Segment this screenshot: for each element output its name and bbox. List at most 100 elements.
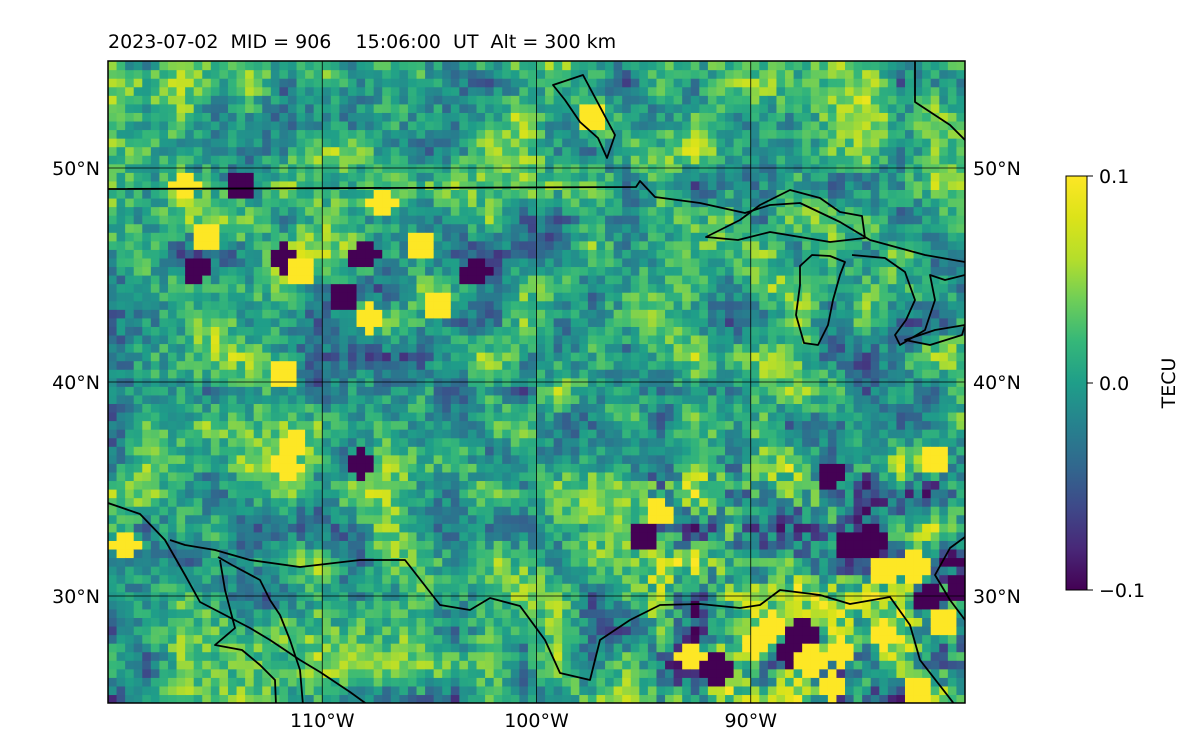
tec-cell bbox=[245, 557, 255, 567]
tec-cell bbox=[108, 694, 118, 703]
tec-cell bbox=[587, 292, 598, 302]
tec-cell bbox=[630, 317, 640, 327]
tec-cell bbox=[330, 172, 340, 182]
tec-cell bbox=[133, 189, 143, 199]
tec-cell bbox=[416, 155, 426, 165]
tec-cell bbox=[347, 454, 358, 464]
tec-cell bbox=[596, 497, 606, 507]
tec-cell bbox=[476, 454, 486, 464]
tec-cell bbox=[510, 420, 520, 430]
tec-cell bbox=[656, 343, 666, 353]
tec-cell bbox=[613, 403, 623, 413]
tec-cell bbox=[425, 352, 435, 362]
tec-cell bbox=[390, 625, 400, 636]
tec-cell bbox=[639, 540, 649, 550]
tec-cell bbox=[193, 309, 203, 319]
tec-cell bbox=[133, 266, 143, 276]
tec-cell bbox=[639, 86, 649, 96]
tec-cell bbox=[125, 189, 135, 199]
tec-cell bbox=[108, 523, 118, 533]
tec-cell bbox=[116, 557, 126, 567]
tec-cell bbox=[202, 78, 212, 88]
tec-cell bbox=[339, 600, 349, 610]
tec-cell bbox=[116, 172, 126, 182]
tec-cell bbox=[116, 309, 126, 319]
tec-cell bbox=[365, 343, 375, 353]
tec-cell bbox=[262, 309, 272, 319]
tec-cell bbox=[622, 215, 632, 225]
tec-cell bbox=[150, 471, 161, 482]
tec-cell bbox=[176, 197, 186, 208]
tec-cell bbox=[579, 403, 589, 413]
tec-cell bbox=[613, 309, 623, 319]
tec-cell bbox=[176, 86, 186, 96]
tec-cell bbox=[510, 197, 520, 208]
tec-cell bbox=[219, 112, 229, 122]
tec-cell bbox=[185, 232, 195, 242]
tec-cell bbox=[150, 215, 161, 225]
tec-cell bbox=[519, 249, 529, 259]
tec-cell bbox=[485, 206, 495, 216]
tec-cell bbox=[313, 454, 323, 464]
tec-cell bbox=[622, 574, 632, 584]
tec-cell bbox=[587, 411, 598, 422]
tec-cell bbox=[399, 257, 409, 268]
tec-cell bbox=[373, 608, 383, 618]
tec-cell bbox=[219, 78, 229, 88]
tec-cell bbox=[296, 292, 306, 302]
tec-cell bbox=[639, 677, 649, 687]
tec-cell bbox=[313, 266, 323, 276]
tec-cell bbox=[236, 95, 246, 105]
tec-cell bbox=[639, 437, 649, 447]
tec-cell bbox=[305, 112, 315, 122]
tec-cell bbox=[570, 454, 580, 464]
tec-cell bbox=[502, 514, 512, 524]
tec-cell bbox=[142, 334, 152, 345]
tec-cell bbox=[605, 668, 615, 678]
tec-cell bbox=[519, 420, 529, 430]
tec-cell bbox=[459, 155, 469, 165]
tec-cell bbox=[433, 189, 443, 199]
tec-cell bbox=[519, 172, 529, 182]
tec-cell bbox=[236, 69, 246, 79]
tec-cell bbox=[347, 677, 358, 687]
tec-cell bbox=[399, 454, 409, 464]
tec-cell bbox=[630, 523, 640, 533]
tec-cell bbox=[622, 463, 632, 473]
tec-cell bbox=[407, 326, 418, 336]
tec-cell bbox=[322, 608, 332, 618]
tec-cell bbox=[639, 129, 649, 139]
tec-cell bbox=[570, 394, 580, 404]
tec-cell bbox=[150, 694, 161, 703]
tec-cell bbox=[510, 103, 520, 113]
tec-cell bbox=[365, 446, 375, 456]
tec-cell bbox=[339, 446, 349, 456]
tec-cell bbox=[219, 566, 229, 576]
tec-cell bbox=[382, 608, 392, 618]
tec-cell bbox=[373, 429, 383, 439]
tec-cell bbox=[459, 138, 469, 148]
tec-cell bbox=[210, 240, 221, 250]
tec-cell bbox=[647, 617, 658, 627]
tec-cell bbox=[433, 343, 443, 353]
tec-cell bbox=[373, 334, 383, 345]
tec-cell bbox=[373, 223, 383, 233]
tec-cell bbox=[596, 283, 606, 293]
tec-cell bbox=[622, 489, 632, 499]
tec-cell bbox=[665, 660, 675, 670]
tec-cell bbox=[450, 275, 460, 285]
tec-cell bbox=[639, 369, 649, 379]
tec-cell bbox=[270, 343, 280, 353]
tec-cell bbox=[450, 189, 460, 199]
tec-cell bbox=[570, 138, 580, 148]
tec-cell bbox=[330, 360, 340, 370]
tec-cell bbox=[116, 249, 126, 259]
tec-cell bbox=[570, 685, 580, 696]
tec-cell bbox=[622, 334, 632, 345]
tec-cell bbox=[570, 249, 580, 259]
tec-cell bbox=[579, 463, 589, 473]
tec-cell bbox=[536, 574, 546, 584]
tec-cell bbox=[193, 523, 203, 533]
tec-cell bbox=[356, 112, 366, 122]
tec-cell bbox=[630, 360, 640, 370]
